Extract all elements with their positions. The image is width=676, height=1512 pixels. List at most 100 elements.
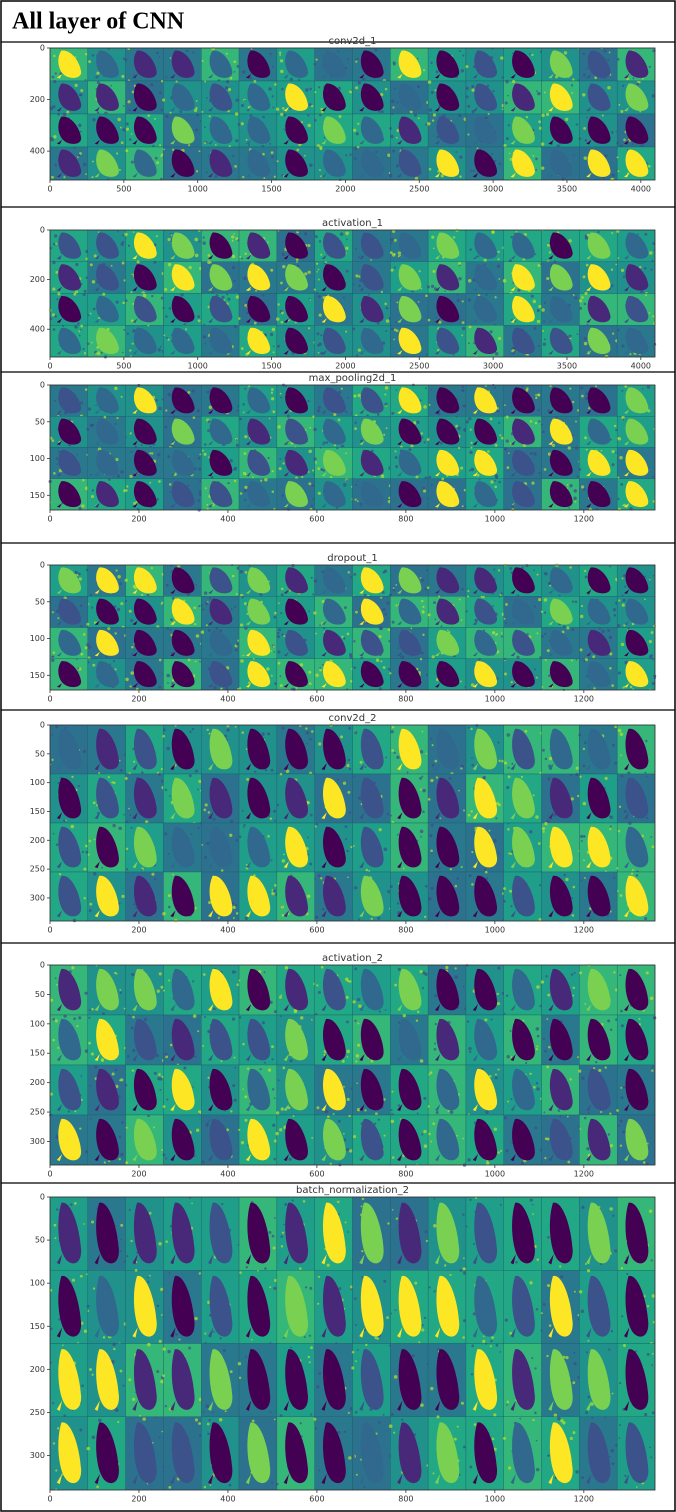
feature-map-speck: [233, 917, 235, 919]
feature-map-speck: [509, 567, 512, 570]
feature-map-speck: [458, 262, 461, 265]
feature-map: [163, 596, 201, 627]
feature-map-speck: [55, 72, 57, 74]
feature-map: [617, 725, 655, 775]
feature-map: [201, 47, 239, 82]
feature-map-speck: [50, 138, 54, 142]
feature-map-speck: [85, 388, 88, 391]
feature-map-speck: [304, 272, 307, 275]
feature-map-speck: [59, 873, 61, 875]
feature-map-speck: [132, 1016, 135, 1019]
feature-map-speck: [584, 156, 588, 160]
feature-map-speck: [207, 1077, 209, 1079]
feature-map-speck: [424, 441, 426, 443]
feature-map: [390, 448, 428, 480]
feature-map-speck: [467, 590, 469, 592]
feature-map-speck: [652, 476, 654, 478]
feature-map: [162, 725, 201, 774]
feature-map: [504, 325, 542, 357]
feature-map-speck: [577, 475, 579, 477]
feature-map-speck: [307, 894, 311, 898]
feature-map-speck: [273, 345, 275, 347]
feature-map-speck: [388, 668, 391, 671]
feature-map-speck: [538, 120, 541, 123]
feature-map-speck: [491, 1018, 493, 1020]
feature-map-speck: [110, 85, 112, 87]
feature-map: [504, 823, 542, 872]
feature-map-speck: [165, 409, 167, 411]
feature-map-speck: [578, 734, 581, 737]
feature-map-speck: [505, 102, 508, 105]
feature-map-speck: [165, 115, 168, 118]
feature-map-speck: [418, 301, 420, 303]
feature-map: [50, 1065, 88, 1115]
feature-map-speck: [111, 265, 113, 267]
feature-map-speck: [114, 1069, 117, 1072]
feature-map-speck: [192, 52, 194, 54]
feature-map-speck: [318, 991, 321, 994]
feature-map-speck: [273, 351, 275, 353]
feature-map-speck: [581, 296, 584, 299]
feature-map-speck: [198, 605, 200, 607]
feature-map-speck: [171, 234, 173, 236]
feature-map-speck: [469, 470, 471, 472]
feature-map-speck: [584, 436, 587, 439]
feature-map-speck: [586, 68, 588, 70]
feature-map-speck: [383, 666, 386, 669]
feature-map: [87, 293, 125, 325]
feature-map-speck: [504, 1013, 506, 1015]
feature-map: [49, 416, 87, 447]
feature-map-speck: [188, 266, 191, 269]
feature-map-speck: [114, 972, 116, 974]
panel-title: max_pooling2d_1: [309, 373, 397, 384]
feature-map-speck: [157, 453, 160, 456]
feature-map: [353, 114, 391, 147]
feature-map-speck: [394, 752, 396, 754]
feature-map-speck: [347, 58, 349, 60]
feature-map-speck: [546, 1018, 548, 1020]
feature-map-speck: [131, 161, 134, 164]
feature-map-speck: [132, 91, 135, 94]
feature-map-speck: [422, 634, 424, 636]
feature-map-speck: [492, 605, 494, 607]
feature-map-speck: [307, 114, 309, 116]
feature-map-speck: [266, 667, 270, 671]
feature-map: [201, 112, 239, 148]
feature-map-speck: [132, 1069, 134, 1071]
feature-map-speck: [203, 809, 206, 812]
feature-map-speck: [487, 450, 490, 453]
feature-map-speck: [205, 1124, 208, 1127]
feature-map-speck: [355, 1060, 357, 1062]
feature-map-speck: [51, 439, 54, 442]
feature-map-speck: [546, 1065, 549, 1068]
feature-map-speck: [81, 504, 84, 507]
feature-map-speck: [202, 60, 204, 62]
feature-map-speck: [469, 248, 471, 250]
feature-map-speck: [395, 450, 397, 452]
feature-map: [239, 385, 277, 416]
feature-map-speck: [160, 155, 162, 157]
feature-map-speck: [347, 397, 349, 399]
feature-map-speck: [503, 887, 506, 890]
feature-map-speck: [353, 640, 355, 642]
feature-map-speck: [376, 659, 379, 662]
feature-map: [50, 596, 88, 629]
feature-map-speck: [583, 764, 586, 767]
feature-map-speck: [254, 771, 256, 773]
feature-map: [277, 415, 315, 448]
feature-map-speck: [371, 1060, 374, 1063]
feature-map-speck: [645, 740, 647, 742]
feature-map-speck: [622, 599, 625, 602]
feature-map-speck: [195, 129, 198, 132]
feature-map-speck: [582, 93, 585, 96]
feature-map-speck: [313, 457, 316, 460]
feature-map-speck: [319, 625, 321, 627]
feature-map: [504, 965, 542, 1015]
feature-map: [617, 416, 655, 448]
feature-map-speck: [620, 1096, 623, 1099]
feature-map-speck: [444, 290, 446, 292]
feature-map-speck: [644, 267, 647, 270]
feature-map-speck: [346, 479, 348, 481]
feature-map-speck: [297, 231, 299, 233]
feature-map-speck: [312, 470, 314, 472]
